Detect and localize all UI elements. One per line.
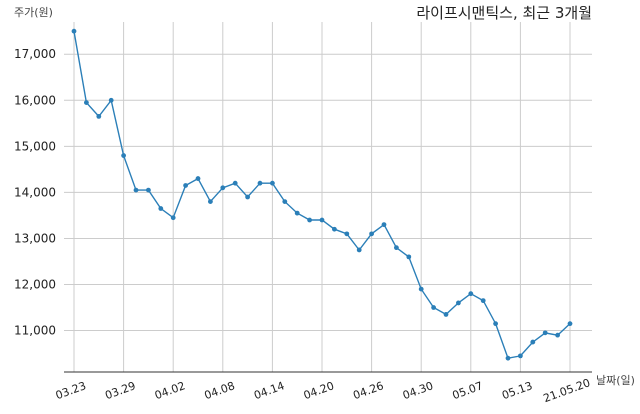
price-point (257, 180, 263, 186)
price-point (158, 206, 164, 211)
price-point (232, 180, 238, 186)
price-point (208, 199, 213, 205)
price-point (332, 226, 337, 232)
y-tick-label: 15,000 (14, 139, 56, 153)
x-tick-label: 04.26 (351, 379, 385, 402)
price-point (406, 254, 412, 260)
series (71, 28, 573, 361)
x-tick-label: 03.29 (103, 379, 137, 402)
price-point (170, 215, 176, 221)
price-point (456, 300, 461, 306)
x-tick-label: 05.13 (500, 379, 534, 402)
x-tick-label: 21.05.20 (542, 376, 592, 405)
price-point (369, 231, 374, 237)
price-point (518, 353, 523, 359)
price-point (108, 97, 114, 103)
x-tick-label: 04.14 (252, 379, 286, 402)
price-point (394, 245, 399, 251)
price-point (245, 194, 251, 200)
price-point (96, 114, 102, 119)
x-tick-label: 03.23 (54, 379, 88, 402)
price-point (505, 355, 511, 361)
x-tick-label: 04.08 (203, 379, 237, 402)
y-tick-label: 16,000 (14, 93, 56, 107)
price-point (195, 176, 201, 181)
price-point (356, 247, 362, 253)
y-tick-label: 14,000 (14, 185, 56, 199)
y-tick-label: 13,000 (14, 231, 56, 245)
price-point (530, 339, 536, 345)
price-point (133, 187, 139, 193)
x-axis-label: 날짜(일) (596, 373, 635, 387)
price-point (493, 321, 498, 327)
price-point (121, 153, 126, 158)
price-point (431, 305, 436, 310)
price-point (307, 217, 312, 223)
price-point (294, 210, 300, 216)
grid (64, 22, 592, 372)
price-point (282, 199, 288, 205)
price-point (480, 298, 486, 304)
price-point (468, 291, 474, 297)
x-tick-labels: 03.23 03.29 04.02 04.08 04.14 04.20 04.26 04.30… (54, 376, 592, 405)
y-tick-labels: 11,000 12,000 13,000 14,000 15,000 16,000 17,0… (14, 47, 56, 337)
price-point (381, 222, 387, 228)
price-point (146, 187, 151, 193)
price-point (84, 100, 89, 105)
x-tick-label: 05.07 (451, 379, 485, 402)
price-point (344, 231, 350, 237)
y-axis-label: 주가(원) (14, 6, 53, 19)
price-point (443, 312, 449, 317)
chart-title: 라이프시맨틱스, 최근 3개월 (416, 4, 592, 22)
price-point (567, 321, 573, 327)
price-point (319, 217, 325, 223)
y-tick-label: 11,000 (14, 324, 56, 338)
x-tick-label: 04.30 (401, 379, 435, 402)
x-tick-label: 04.20 (302, 379, 336, 402)
price-point (555, 332, 560, 338)
price-point (418, 286, 424, 292)
price-point (183, 183, 189, 188)
y-tick-label: 17,000 (14, 47, 56, 61)
price-point (270, 180, 275, 186)
price-point (71, 28, 77, 34)
price-point (220, 185, 226, 191)
y-tick-label: 12,000 (14, 278, 56, 292)
price-point (542, 330, 548, 336)
x-tick-label: 04.02 (153, 379, 187, 402)
